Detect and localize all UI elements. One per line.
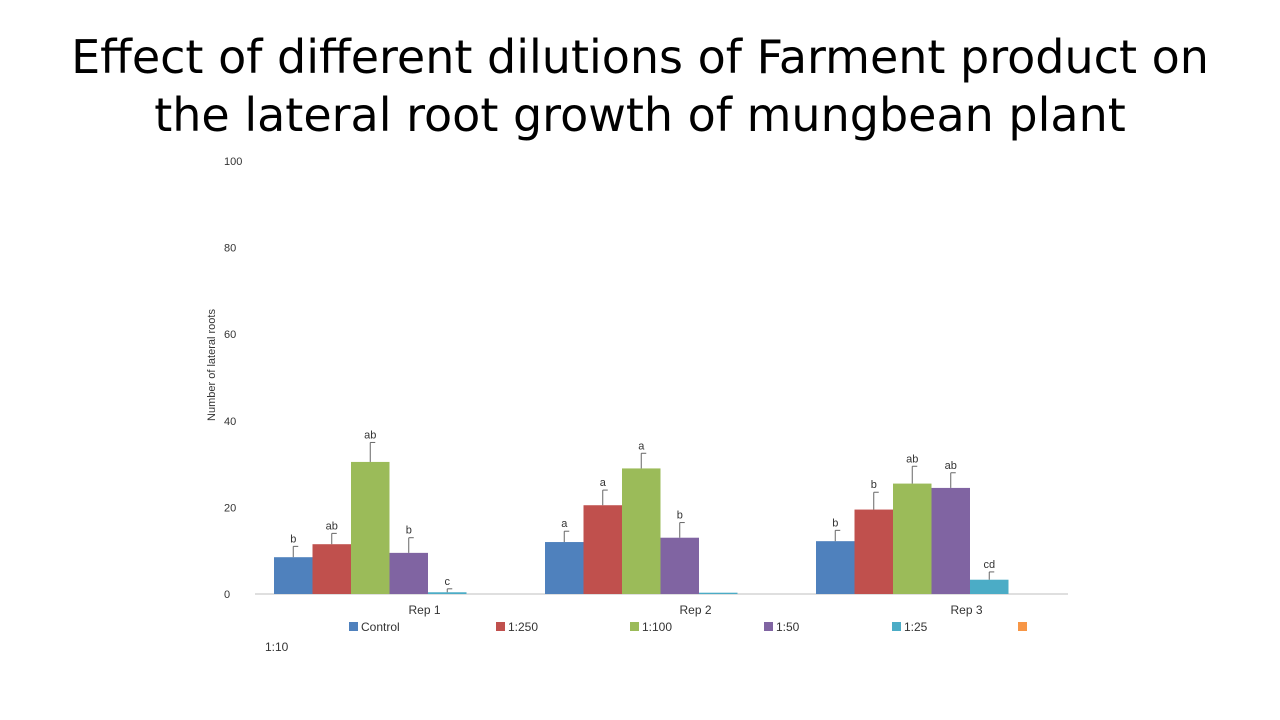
x-category-label: Rep 2 [679,603,711,617]
significance-label: b [290,533,296,545]
significance-label: c [445,576,451,588]
y-tick-label: 60 [224,329,236,341]
slide-title: Effect of different dilutions of Farment… [0,28,1280,144]
bar-1-250-rep-3 [854,509,893,594]
significance-label: ab [364,429,376,441]
legend-label: 1:10 [265,640,289,654]
x-category-label: Rep 1 [408,603,440,617]
bar-Control-rep-2 [545,542,584,594]
bar-1-50-rep-1 [389,552,428,594]
legend-swatch [630,622,639,631]
slide-title-line-1: Effect of different dilutions of Farment… [71,30,1209,84]
bar-1-25-rep-2 [699,592,738,594]
bar-1-250-rep-1 [312,544,351,594]
significance-label: b [871,479,877,491]
significance-label: cd [983,559,995,571]
bar-1-250-rep-2 [583,505,622,594]
significance-label: ab [945,460,957,472]
bar-1-50-rep-2 [660,537,699,594]
legend-swatch [764,622,773,631]
slide-title-line-2: the lateral root growth of mungbean plan… [154,88,1126,142]
legend-swatch [1018,622,1027,631]
bar-1-100-rep-2 [622,468,661,594]
y-tick-label: 40 [224,416,236,428]
y-axis-title: Number of lateral roots [206,309,218,421]
y-tick-label: 20 [224,502,236,514]
y-tick-label: 0 [224,589,230,601]
bar-1-100-rep-1 [351,461,390,594]
bar-1-100-rep-3 [893,483,932,594]
significance-label: b [677,510,683,522]
significance-label: ab [906,453,918,465]
significance-label: b [832,517,838,529]
significance-label: a [600,477,607,489]
significance-label: ab [326,520,338,532]
legend-label: 1:100 [642,620,672,634]
legend-swatch [496,622,505,631]
significance-label: b [406,525,412,537]
legend-swatch [349,622,358,631]
y-tick-label: 80 [224,243,236,255]
legend-label: 1:25 [904,620,928,634]
significance-label: a [638,440,645,452]
x-category-label: Rep 3 [950,603,982,617]
bar-Control-rep-3 [816,541,855,594]
legend-label: Control [361,620,400,634]
legend-label: 1:250 [508,620,538,634]
significance-label: a [561,518,568,530]
y-tick-label: 100 [224,156,242,168]
legend-label: 1:50 [776,620,800,634]
bar-1-50-rep-3 [931,487,970,594]
bar-1-25-rep-3 [970,579,1009,594]
legend-swatch [892,622,901,631]
bar-Control-rep-1 [274,557,313,594]
bar-1-25-rep-1 [428,592,467,594]
